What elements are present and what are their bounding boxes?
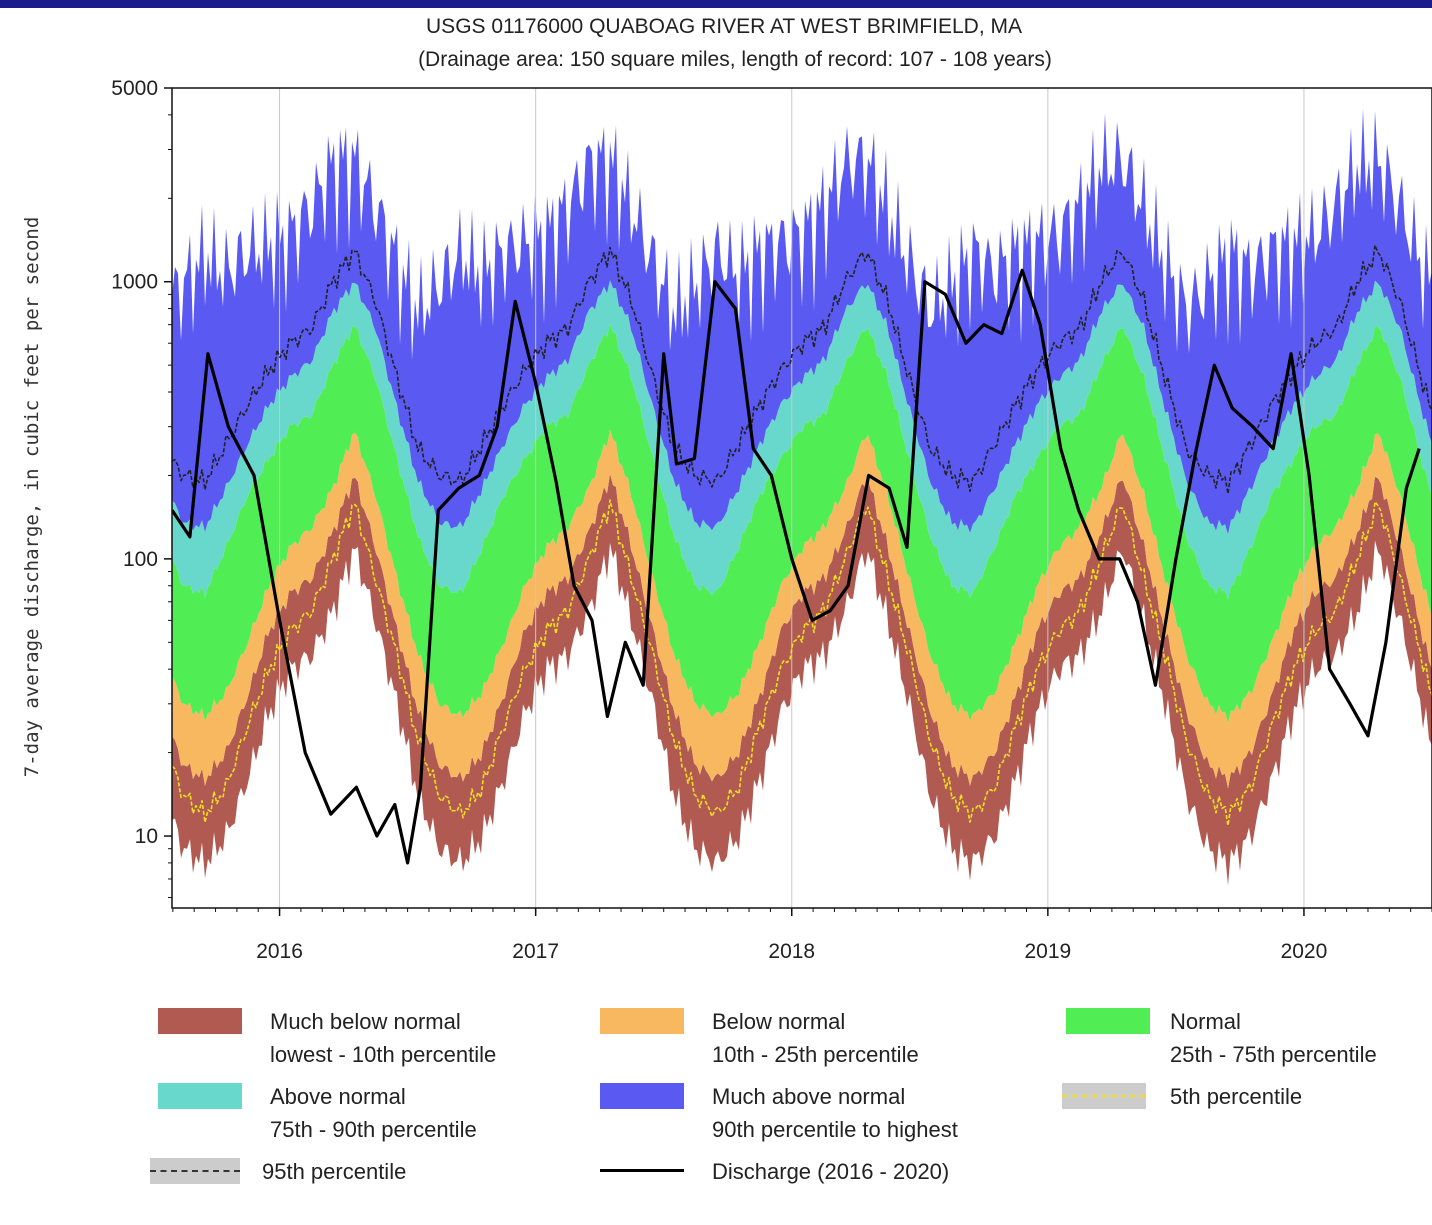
line-95th-percentile (172, 244, 1432, 495)
legend-sublabel: 90th percentile to highest (712, 1117, 958, 1142)
y-tick-label: 1000 (111, 271, 158, 294)
legend-swatch-below (600, 1008, 684, 1034)
plot-frame (171, 87, 1432, 909)
band-much-above-normal (172, 108, 1432, 535)
legend-label: Much below normal (270, 1009, 461, 1034)
legend-swatch-above (158, 1083, 242, 1109)
x-tick-label: 2018 (768, 940, 815, 963)
legend-line-discharge (600, 1169, 684, 1172)
y-tick-label: 10 (135, 825, 158, 848)
chart-subtitle: (Drainage area: 150 square miles, length… (418, 48, 1052, 71)
legend-sublabel: 25th - 75th percentile (1170, 1042, 1377, 1067)
x-tick-label: 2016 (256, 940, 303, 963)
band-much-below-normal (172, 473, 1432, 886)
legend-line-p5 (1062, 1095, 1146, 1097)
x-tick-label: 2019 (1024, 940, 1071, 963)
y-tick-label: 100 (123, 548, 158, 571)
legend: Much below normal lowest - 10th percentil… (150, 1005, 1432, 1184)
percentile-bands (172, 108, 1432, 886)
legend-sublabel: lowest - 10th percentile (270, 1042, 497, 1067)
legend-label: Discharge (2016 - 2020) (712, 1159, 950, 1184)
x-tick-label: 2017 (512, 940, 559, 963)
legend-label: Above normal (270, 1084, 406, 1109)
legend-sublabel: 75th - 90th percentile (270, 1117, 477, 1142)
legend-label: 5th percentile (1170, 1084, 1303, 1109)
y-tick-label: 5000 (111, 77, 158, 100)
line-5th-percentile (172, 499, 1432, 827)
band-below-normal (172, 429, 1432, 789)
legend-swatch-normal (1066, 1008, 1150, 1034)
chart-area: USGS 01176000 QUABOAG RIVER AT WEST BRIM… (21, 15, 1432, 963)
x-tick-label: 2020 (1281, 940, 1328, 963)
y-axis-label: 7-day average discharge, in cubic feet p… (21, 217, 43, 778)
band-above-normal (172, 280, 1432, 600)
legend-sublabel: 10th - 25th percentile (712, 1042, 919, 1067)
legend-line-p95 (150, 1170, 240, 1172)
band-normal (172, 323, 1432, 723)
legend-swatch-much-above (600, 1083, 684, 1109)
line-discharge (172, 268, 1421, 865)
legend-swatch-much-below (158, 1008, 242, 1034)
legend-label: Normal (1170, 1009, 1241, 1034)
top-border-bar (0, 0, 1432, 8)
legend-label: Much above normal (712, 1084, 906, 1109)
year-gridlines (279, 88, 1305, 908)
chart-title: USGS 01176000 QUABOAG RIVER AT WEST BRIM… (426, 15, 1022, 38)
percentile-and-discharge-lines (172, 244, 1432, 865)
legend-label: Below normal (712, 1009, 846, 1034)
axes: 10 100 1000 5000 2016 2017 2018 2019 2020 (111, 77, 1432, 963)
legend-label: 95th percentile (262, 1159, 407, 1184)
